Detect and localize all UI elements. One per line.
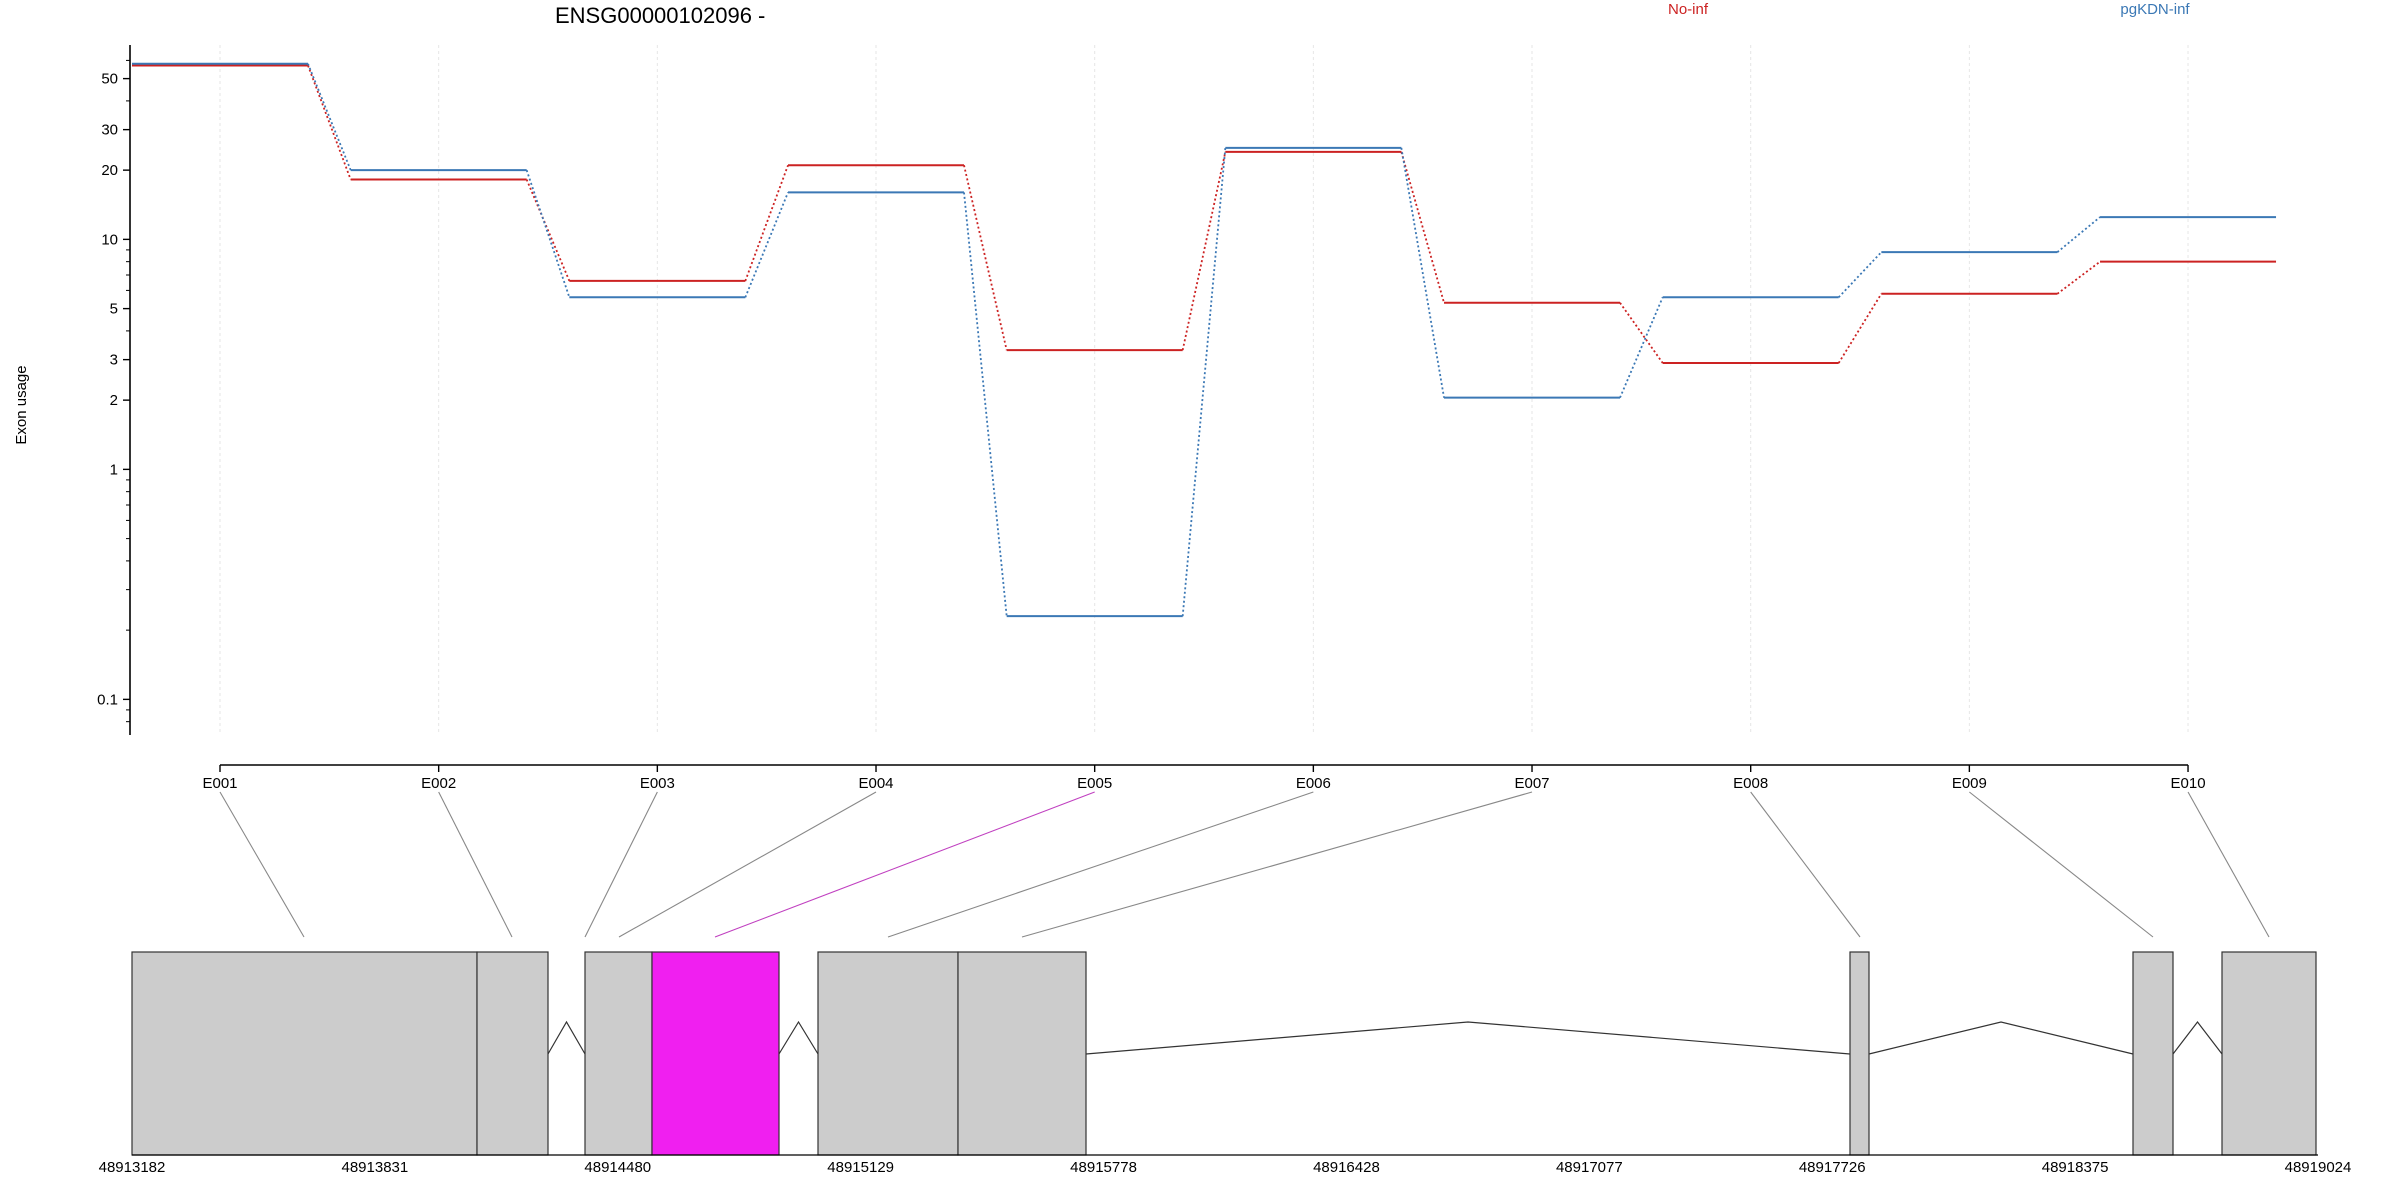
legend-item-pgkdn-inf: pgKDN-inf	[2120, 1, 2190, 18]
coordinate-label: 48915129	[827, 1159, 894, 1176]
grid	[219, 45, 2189, 735]
chart-title: ENSG00000102096 -	[555, 3, 765, 28]
y-tick-label: 30	[101, 122, 118, 139]
x-tick-label-e005: E005	[1077, 775, 1112, 792]
connector-e003	[584, 791, 658, 938]
connector-e008	[1750, 791, 1861, 938]
coordinate-label: 48913831	[342, 1159, 409, 1176]
step-connector-pgkdn-inf	[1400, 147, 1445, 398]
connector-e004	[618, 791, 877, 938]
y-tick-label: 20	[101, 162, 118, 179]
coordinate-label: 48914480	[584, 1159, 651, 1176]
step-connector-no-inf	[1181, 151, 1227, 351]
exon-box-e004	[651, 951, 780, 1156]
step-connector-pgkdn-inf	[1838, 251, 1883, 298]
coordinate-label: 48915778	[1070, 1159, 1137, 1176]
step-connector-no-inf	[307, 65, 352, 180]
exon-box-e002	[476, 951, 549, 1156]
exon-box-e003	[584, 951, 653, 1156]
connector-e009	[1969, 791, 2154, 938]
coordinate-label: 48919024	[2285, 1159, 2352, 1176]
intron-line	[778, 1020, 819, 1055]
exon-box-e010	[2221, 951, 2317, 1156]
step-connector-no-inf	[1837, 293, 1883, 364]
coordinate-label: 48917726	[1799, 1159, 1866, 1176]
x-tick-label-e001: E001	[202, 775, 237, 792]
x-tick-label-e006: E006	[1296, 775, 1331, 792]
connector-e002	[438, 791, 513, 938]
intron-line	[1085, 1021, 1851, 1055]
legend: No-inf pgKDN-inf	[1668, 1, 2190, 18]
y-axis: 0.1 1 2 3 5 10 20 30 50	[97, 45, 131, 735]
gene-model: 48913182 48913831 48914480 48915129 48915778…	[99, 951, 2352, 1176]
x-axis: E001 E002 E003 E004 E005 E006 E007 E008 E009 E010	[202, 764, 2206, 792]
step-connector-pgkdn-inf	[307, 63, 352, 171]
y-tick-label: 10	[101, 231, 118, 248]
x-tick-label-e003: E003	[640, 775, 675, 792]
x-tick-label-e008: E008	[1733, 775, 1768, 792]
x-tick-label-e002: E002	[421, 775, 456, 792]
x-tick-label-e010: E010	[2171, 775, 2206, 792]
legend-item-no-inf: No-inf	[1668, 1, 1709, 18]
series-group	[132, 62, 2277, 618]
intron-line	[1868, 1021, 2134, 1055]
x-tick-label-e004: E004	[858, 775, 893, 792]
step-connector-pgkdn-inf	[2056, 216, 2101, 253]
exon-box-e006	[957, 951, 1087, 1156]
step-connector-no-inf	[1619, 302, 1664, 364]
coordinate-label: 48917077	[1556, 1159, 1623, 1176]
series-no-inf	[132, 64, 2277, 365]
exon-box-e005	[817, 951, 959, 1156]
x-tick-label-e007: E007	[1514, 775, 1549, 792]
connector-e010	[2187, 791, 2270, 938]
coordinate-label: 48918375	[2042, 1159, 2109, 1176]
step-connector-no-inf	[744, 164, 789, 282]
step-connector-no-inf	[1400, 151, 1445, 304]
y-tick-label: 5	[110, 301, 118, 318]
y-tick-label: 3	[110, 352, 118, 369]
step-connector-pgkdn-inf	[525, 169, 571, 298]
exon-box-e001	[131, 951, 478, 1156]
y-tick-label: 0.1	[97, 691, 118, 708]
coordinate-label: 48913182	[99, 1159, 166, 1176]
step-connector-no-inf	[525, 179, 571, 282]
step-connector-pgkdn-inf	[1181, 147, 1227, 617]
exon-connectors	[219, 791, 2270, 938]
connector-e006	[887, 791, 1314, 938]
step-connector-no-inf	[2056, 260, 2101, 295]
step-connector-pgkdn-inf	[744, 192, 789, 298]
y-tick-label: 1	[110, 461, 118, 478]
exon-box-e008	[2132, 951, 2174, 1156]
y-tick-label: 2	[110, 392, 118, 409]
connector-e001	[219, 791, 305, 938]
intron-line	[2172, 1021, 2223, 1055]
coordinate-label: 48916428	[1313, 1159, 1380, 1176]
exon-box-e007	[1849, 951, 1870, 1156]
connector-e007	[1021, 791, 1533, 938]
series-pgkdn-inf	[132, 62, 2277, 618]
connector-e005	[714, 791, 1095, 938]
x-tick-label-e009: E009	[1952, 775, 1987, 792]
step-connector-no-inf	[963, 165, 1008, 351]
y-tick-label: 50	[101, 71, 118, 88]
y-axis-label: Exon usage	[13, 365, 30, 444]
step-connector-pgkdn-inf	[963, 192, 1008, 617]
step-connector-pgkdn-inf	[1619, 296, 1664, 399]
intron-line	[547, 1020, 586, 1055]
